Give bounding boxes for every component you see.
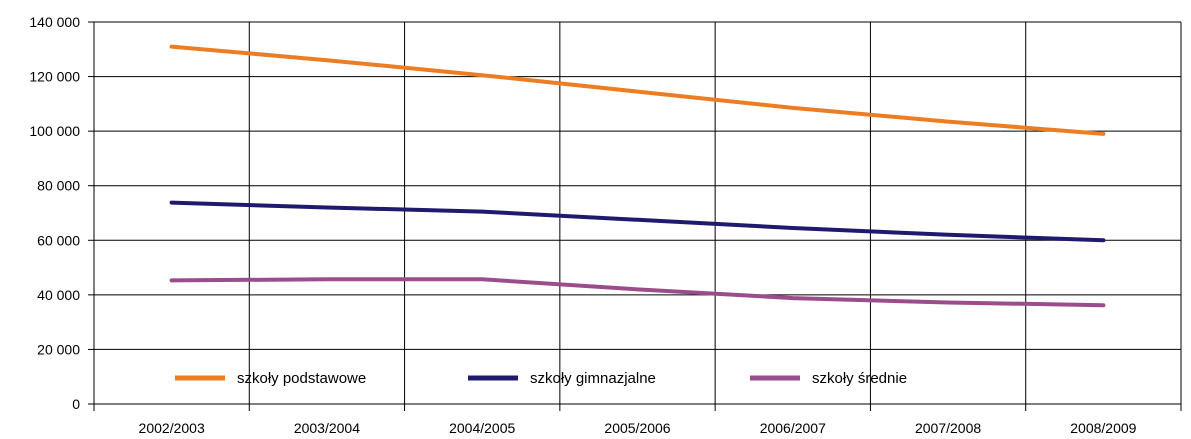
axes <box>88 22 1181 405</box>
legend-label-1: szkoły gimnazjalne <box>530 370 656 387</box>
y-tick-label: 140 000 <box>29 14 80 30</box>
x-tick-label: 2005/2006 <box>604 420 670 436</box>
y-tick-label: 20 000 <box>37 341 80 357</box>
grid-lines <box>93 21 1182 404</box>
y-axis-ticks: 0 20 000 40 000 60 000 80 000 100 000 120 000 1… <box>29 14 94 412</box>
legend-label-0: szkoły podstawowe <box>237 370 366 387</box>
x-tick-label: 2008/2009 <box>1070 420 1136 436</box>
y-tick-label: 60 000 <box>37 232 80 248</box>
legend-label-2: szkoły średnie <box>812 370 907 387</box>
x-tick-label: 2006/2007 <box>760 420 826 436</box>
x-axis-ticks: 2002/2003 2003/2004 2004/2005 2005/2006 2006… <box>93 404 1182 436</box>
x-tick-label: 2004/2005 <box>449 420 515 436</box>
y-tick-label: 120 000 <box>29 69 80 85</box>
x-tick-label: 2002/2003 <box>139 420 205 436</box>
legend: szkoły podstawowe szkoły gimnazjalne szkoł… <box>175 370 907 387</box>
series-line-0 <box>169 44 1106 136</box>
y-tick-label: 40 000 <box>37 287 80 303</box>
y-tick-label: 100 000 <box>29 123 80 139</box>
series-line-1 <box>169 200 1106 243</box>
y-tick-label: 0 <box>72 396 80 412</box>
x-tick-label: 2007/2008 <box>915 420 981 436</box>
series-lines <box>169 44 1106 308</box>
series-line-2 <box>169 277 1106 308</box>
x-tick-label: 2003/2004 <box>294 420 360 436</box>
y-tick-label: 80 000 <box>37 178 80 194</box>
